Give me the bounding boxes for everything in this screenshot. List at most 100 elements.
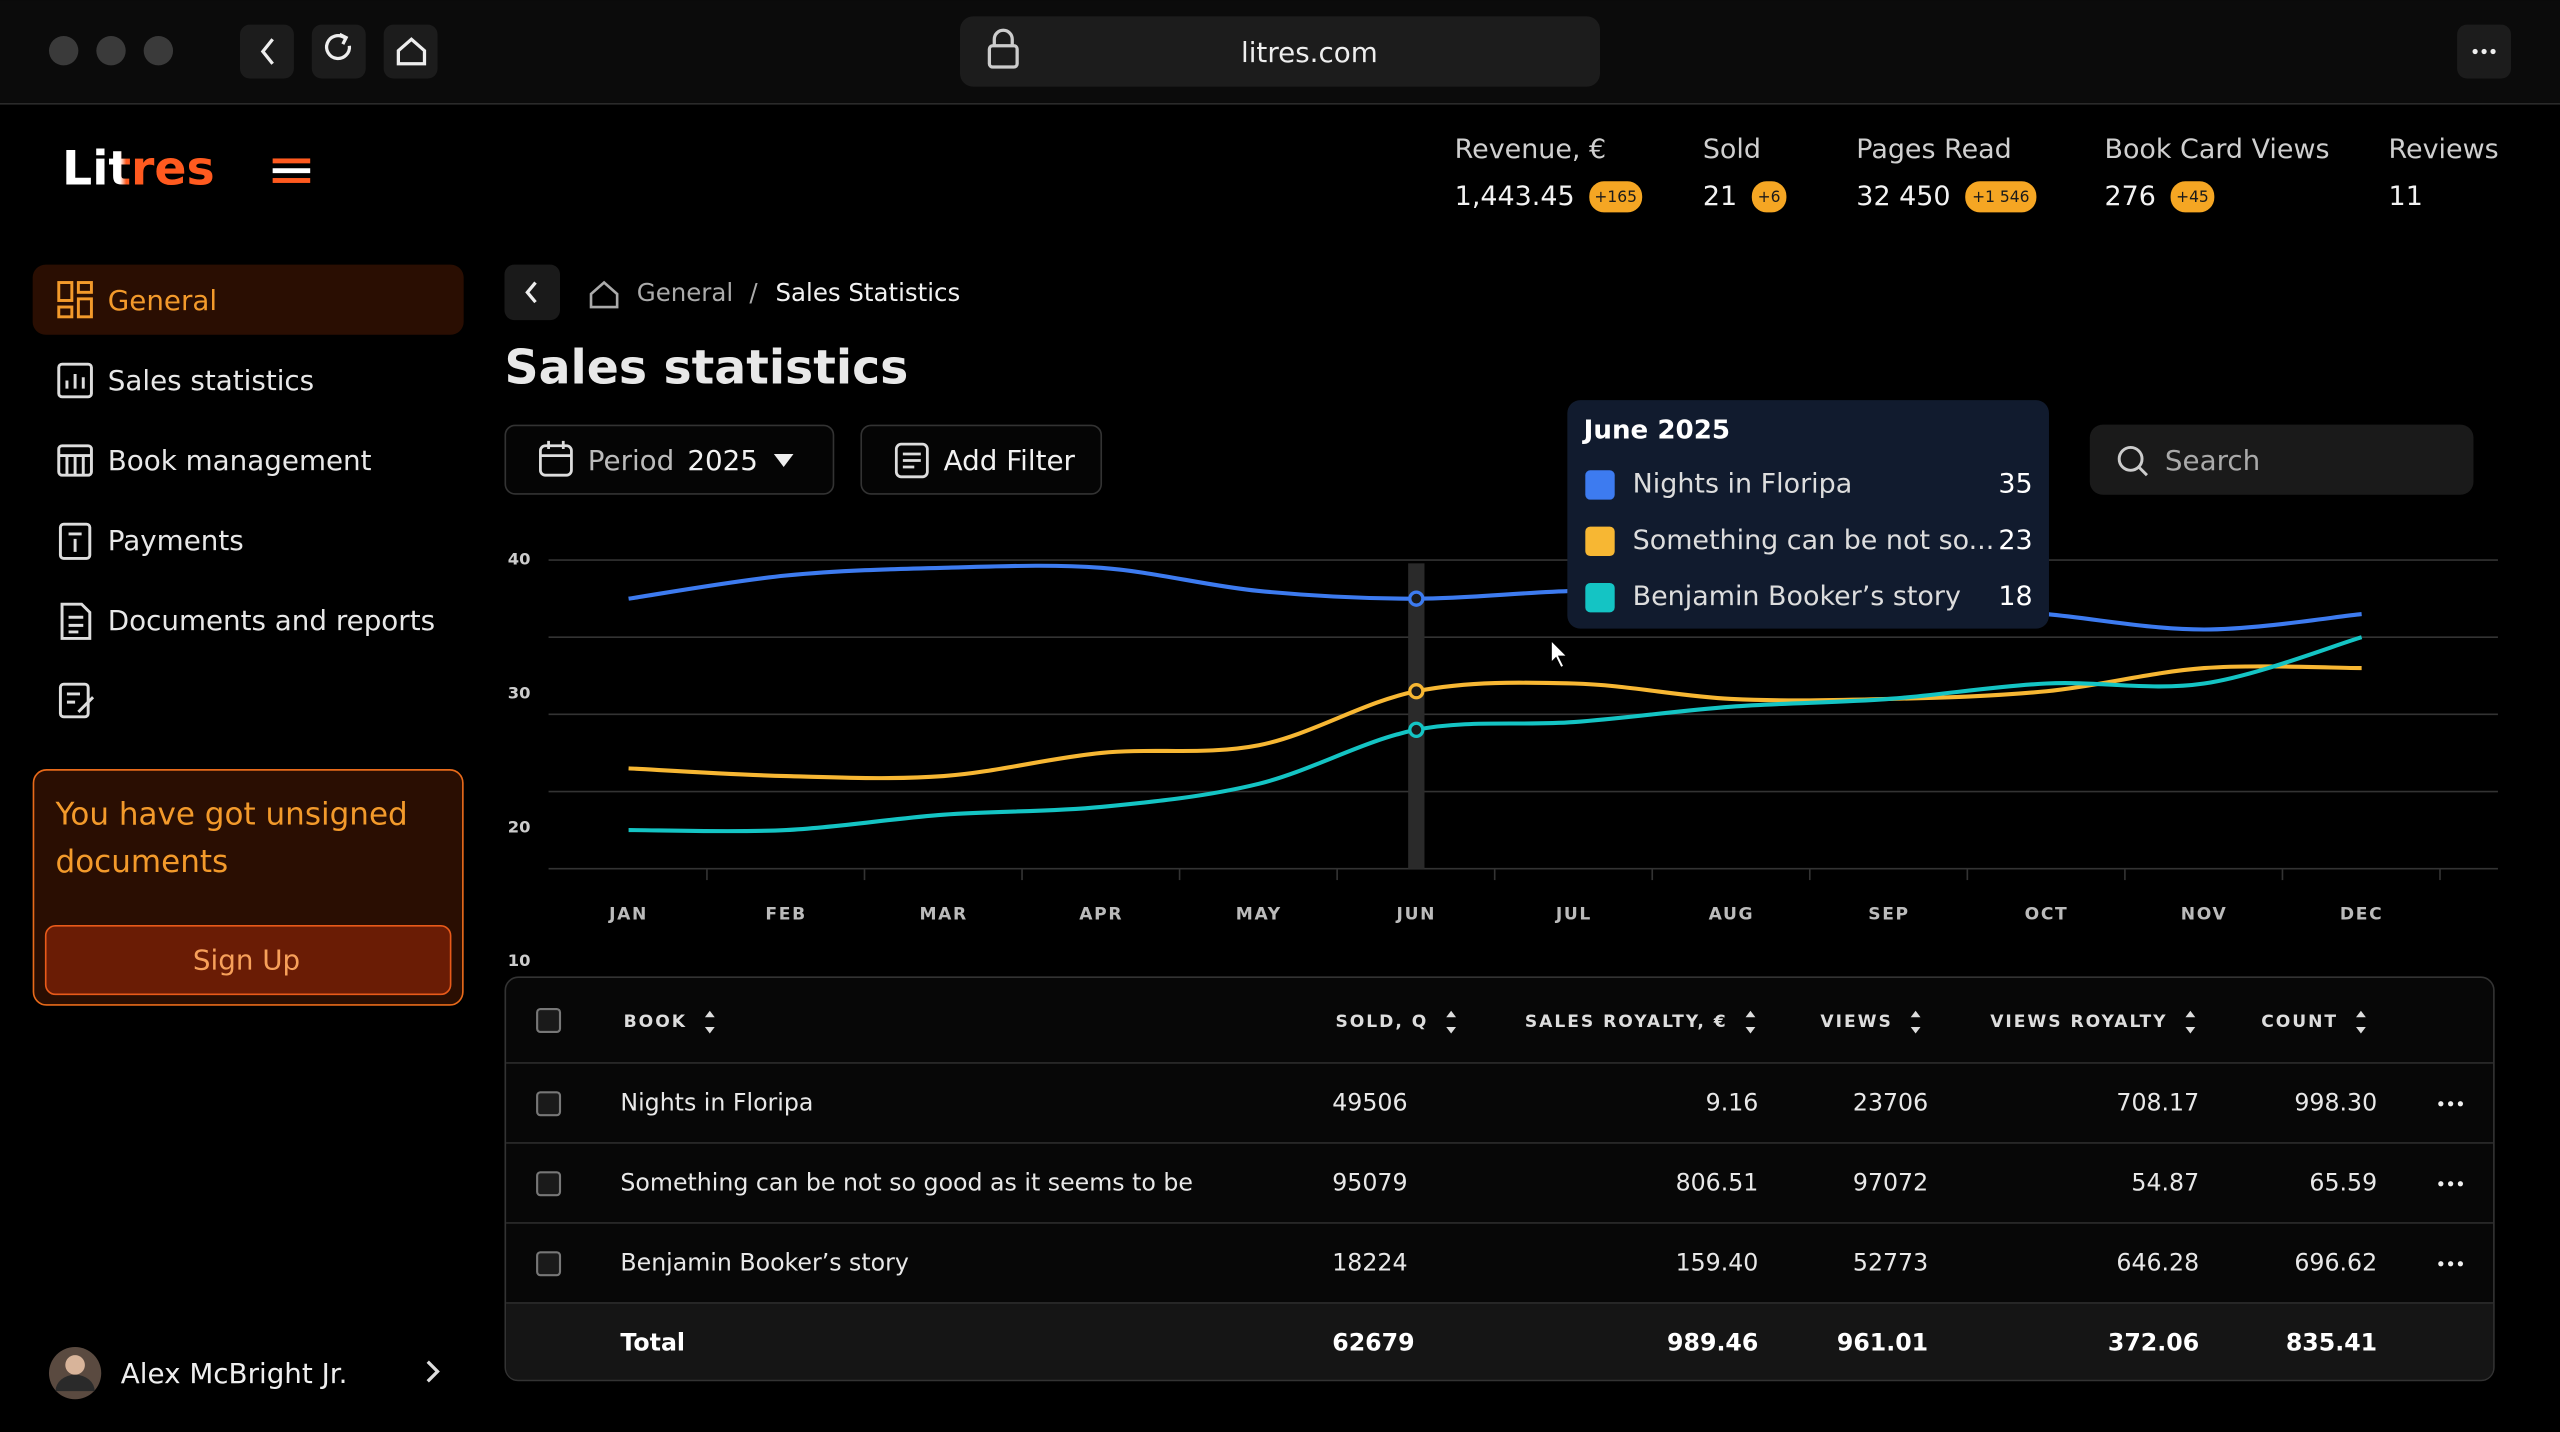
x-tick-label: MAY — [1236, 904, 1282, 924]
stat-value: 11 — [2389, 181, 2423, 212]
y-tick-label: 30 — [508, 683, 531, 702]
stat-value: 276 — [2104, 181, 2155, 212]
stat-badge — [1965, 181, 2037, 213]
table-cell: 54.87 — [2131, 1168, 2199, 1196]
column-header[interactable]: VIEWS ROYALTY — [1990, 1012, 2167, 1032]
series-line — [628, 635, 2363, 834]
row-menu-dot[interactable] — [2457, 1181, 2464, 1187]
stat-label: Revenue, € — [1455, 134, 1607, 165]
add-filter-label[interactable]: Add Filter — [944, 444, 1076, 477]
url-bar[interactable] — [960, 16, 1600, 87]
breadcrumb-current: Sales Statistics — [776, 278, 961, 307]
stat-change: +165 — [1594, 188, 1637, 206]
y-tick-label: 10 — [508, 951, 531, 970]
period-label: Period — [588, 444, 675, 477]
home-button[interactable] — [383, 24, 438, 79]
checkbox[interactable] — [536, 1171, 562, 1197]
user-chevron[interactable] — [426, 1360, 440, 1383]
search-placeholder: Search — [2165, 444, 2260, 477]
row-menu-dot[interactable] — [2448, 1261, 2454, 1267]
breadcrumb-link[interactable]: General — [637, 278, 733, 307]
stat-value: 1,443.45 — [1455, 181, 1575, 212]
column-header[interactable]: COUNT — [2261, 1012, 2338, 1032]
column-header[interactable]: BOOK — [624, 1012, 687, 1032]
search-icon — [2117, 445, 2148, 477]
tooltip — [1567, 400, 2049, 629]
column-header[interactable]: VIEWS — [1820, 1012, 1892, 1032]
back-button[interactable] — [240, 24, 294, 79]
nav-item[interactable]: Sales statistics — [108, 364, 314, 397]
row-menu-dot[interactable] — [2438, 1181, 2444, 1187]
table-cell: 708.17 — [2116, 1088, 2199, 1116]
table-cell: 806.51 — [1676, 1168, 1759, 1196]
checkbox[interactable] — [536, 1251, 562, 1277]
total-row-bg — [506, 1302, 2494, 1380]
more-button[interactable] — [2457, 24, 2512, 79]
x-tick-label: SEP — [1868, 904, 1909, 924]
row-menu-dot[interactable] — [2448, 1181, 2454, 1187]
sign-up-label[interactable]: Sign Up — [193, 944, 300, 977]
row-menu-dot[interactable] — [2457, 1101, 2464, 1107]
sign-up-button[interactable] — [44, 924, 452, 996]
series-line — [628, 664, 2362, 781]
tooltip-title: June 2025 — [1582, 416, 1730, 446]
column-header[interactable]: SALES ROYALTY, € — [1525, 1012, 1728, 1032]
home-icon — [589, 280, 619, 309]
nav-active-bg — [32, 264, 464, 335]
x-tick-label: JUL — [1555, 904, 1592, 924]
window-dot[interactable] — [48, 36, 79, 66]
total-cell: Total — [620, 1328, 685, 1356]
table-cell: 65.59 — [2309, 1168, 2377, 1196]
avatar[interactable] — [48, 1347, 102, 1400]
total-cell: 62679 — [1332, 1328, 1414, 1356]
row-menu-dot[interactable] — [2438, 1101, 2444, 1107]
total-cell: 961.01 — [1837, 1328, 1928, 1356]
sort-icon — [1910, 1010, 1921, 1034]
nav-item[interactable]: General — [108, 284, 217, 317]
nav-item[interactable]: Payments — [108, 524, 244, 557]
stat-badge — [2170, 181, 2215, 213]
table-cell: 97072 — [1853, 1168, 1928, 1196]
checkbox[interactable] — [536, 1091, 562, 1117]
nav-item[interactable]: Book management — [108, 444, 372, 477]
stat-label: Book Card Views — [2104, 134, 2329, 165]
table-cell: 9.16 — [1706, 1088, 1759, 1116]
tooltip-value: 18 — [1998, 581, 2032, 612]
checkbox[interactable] — [536, 1008, 562, 1033]
legend-swatch — [1585, 526, 1615, 556]
window-dot[interactable] — [143, 36, 174, 66]
row-menu-dot[interactable] — [2457, 1261, 2464, 1267]
breadcrumb-back[interactable] — [504, 264, 560, 321]
column-header[interactable]: SOLD, Q — [1336, 1012, 1429, 1032]
stat-badge — [1751, 181, 1787, 213]
period-button[interactable] — [504, 424, 835, 495]
table-cell: 95079 — [1332, 1168, 1407, 1196]
tooltip-value: 23 — [1998, 525, 2032, 556]
nav-item[interactable]: Documents and reports — [108, 604, 435, 637]
stat-badge — [1589, 181, 1643, 213]
sort-icon — [704, 1010, 715, 1034]
stat-change: +45 — [2176, 188, 2209, 206]
hover-point — [1408, 721, 1425, 738]
row-menu-dot[interactable] — [2438, 1261, 2444, 1267]
table-cell: 998.30 — [2294, 1088, 2377, 1116]
window-dot[interactable] — [96, 36, 126, 66]
series-line — [628, 563, 2362, 632]
lock-icon — [987, 28, 1019, 69]
stat-label: Pages Read — [1856, 134, 2011, 165]
logo[interactable]: Litres — [62, 142, 215, 197]
table-cell: 18224 — [1332, 1248, 1407, 1276]
notice-wrap: You have got unsigned documents — [56, 797, 408, 880]
search-box[interactable] — [2089, 424, 2474, 495]
reload-button[interactable] — [311, 24, 366, 79]
row-menu-dot[interactable] — [2448, 1101, 2454, 1107]
hover-band — [1408, 563, 1425, 869]
legend-swatch — [1585, 470, 1615, 500]
user-name[interactable]: Alex McBright Jr. — [121, 1357, 348, 1390]
y-tick-label: 20 — [508, 817, 531, 836]
breadcrumb-separator: / — [749, 278, 758, 307]
x-tick-label: MAR — [919, 904, 967, 924]
